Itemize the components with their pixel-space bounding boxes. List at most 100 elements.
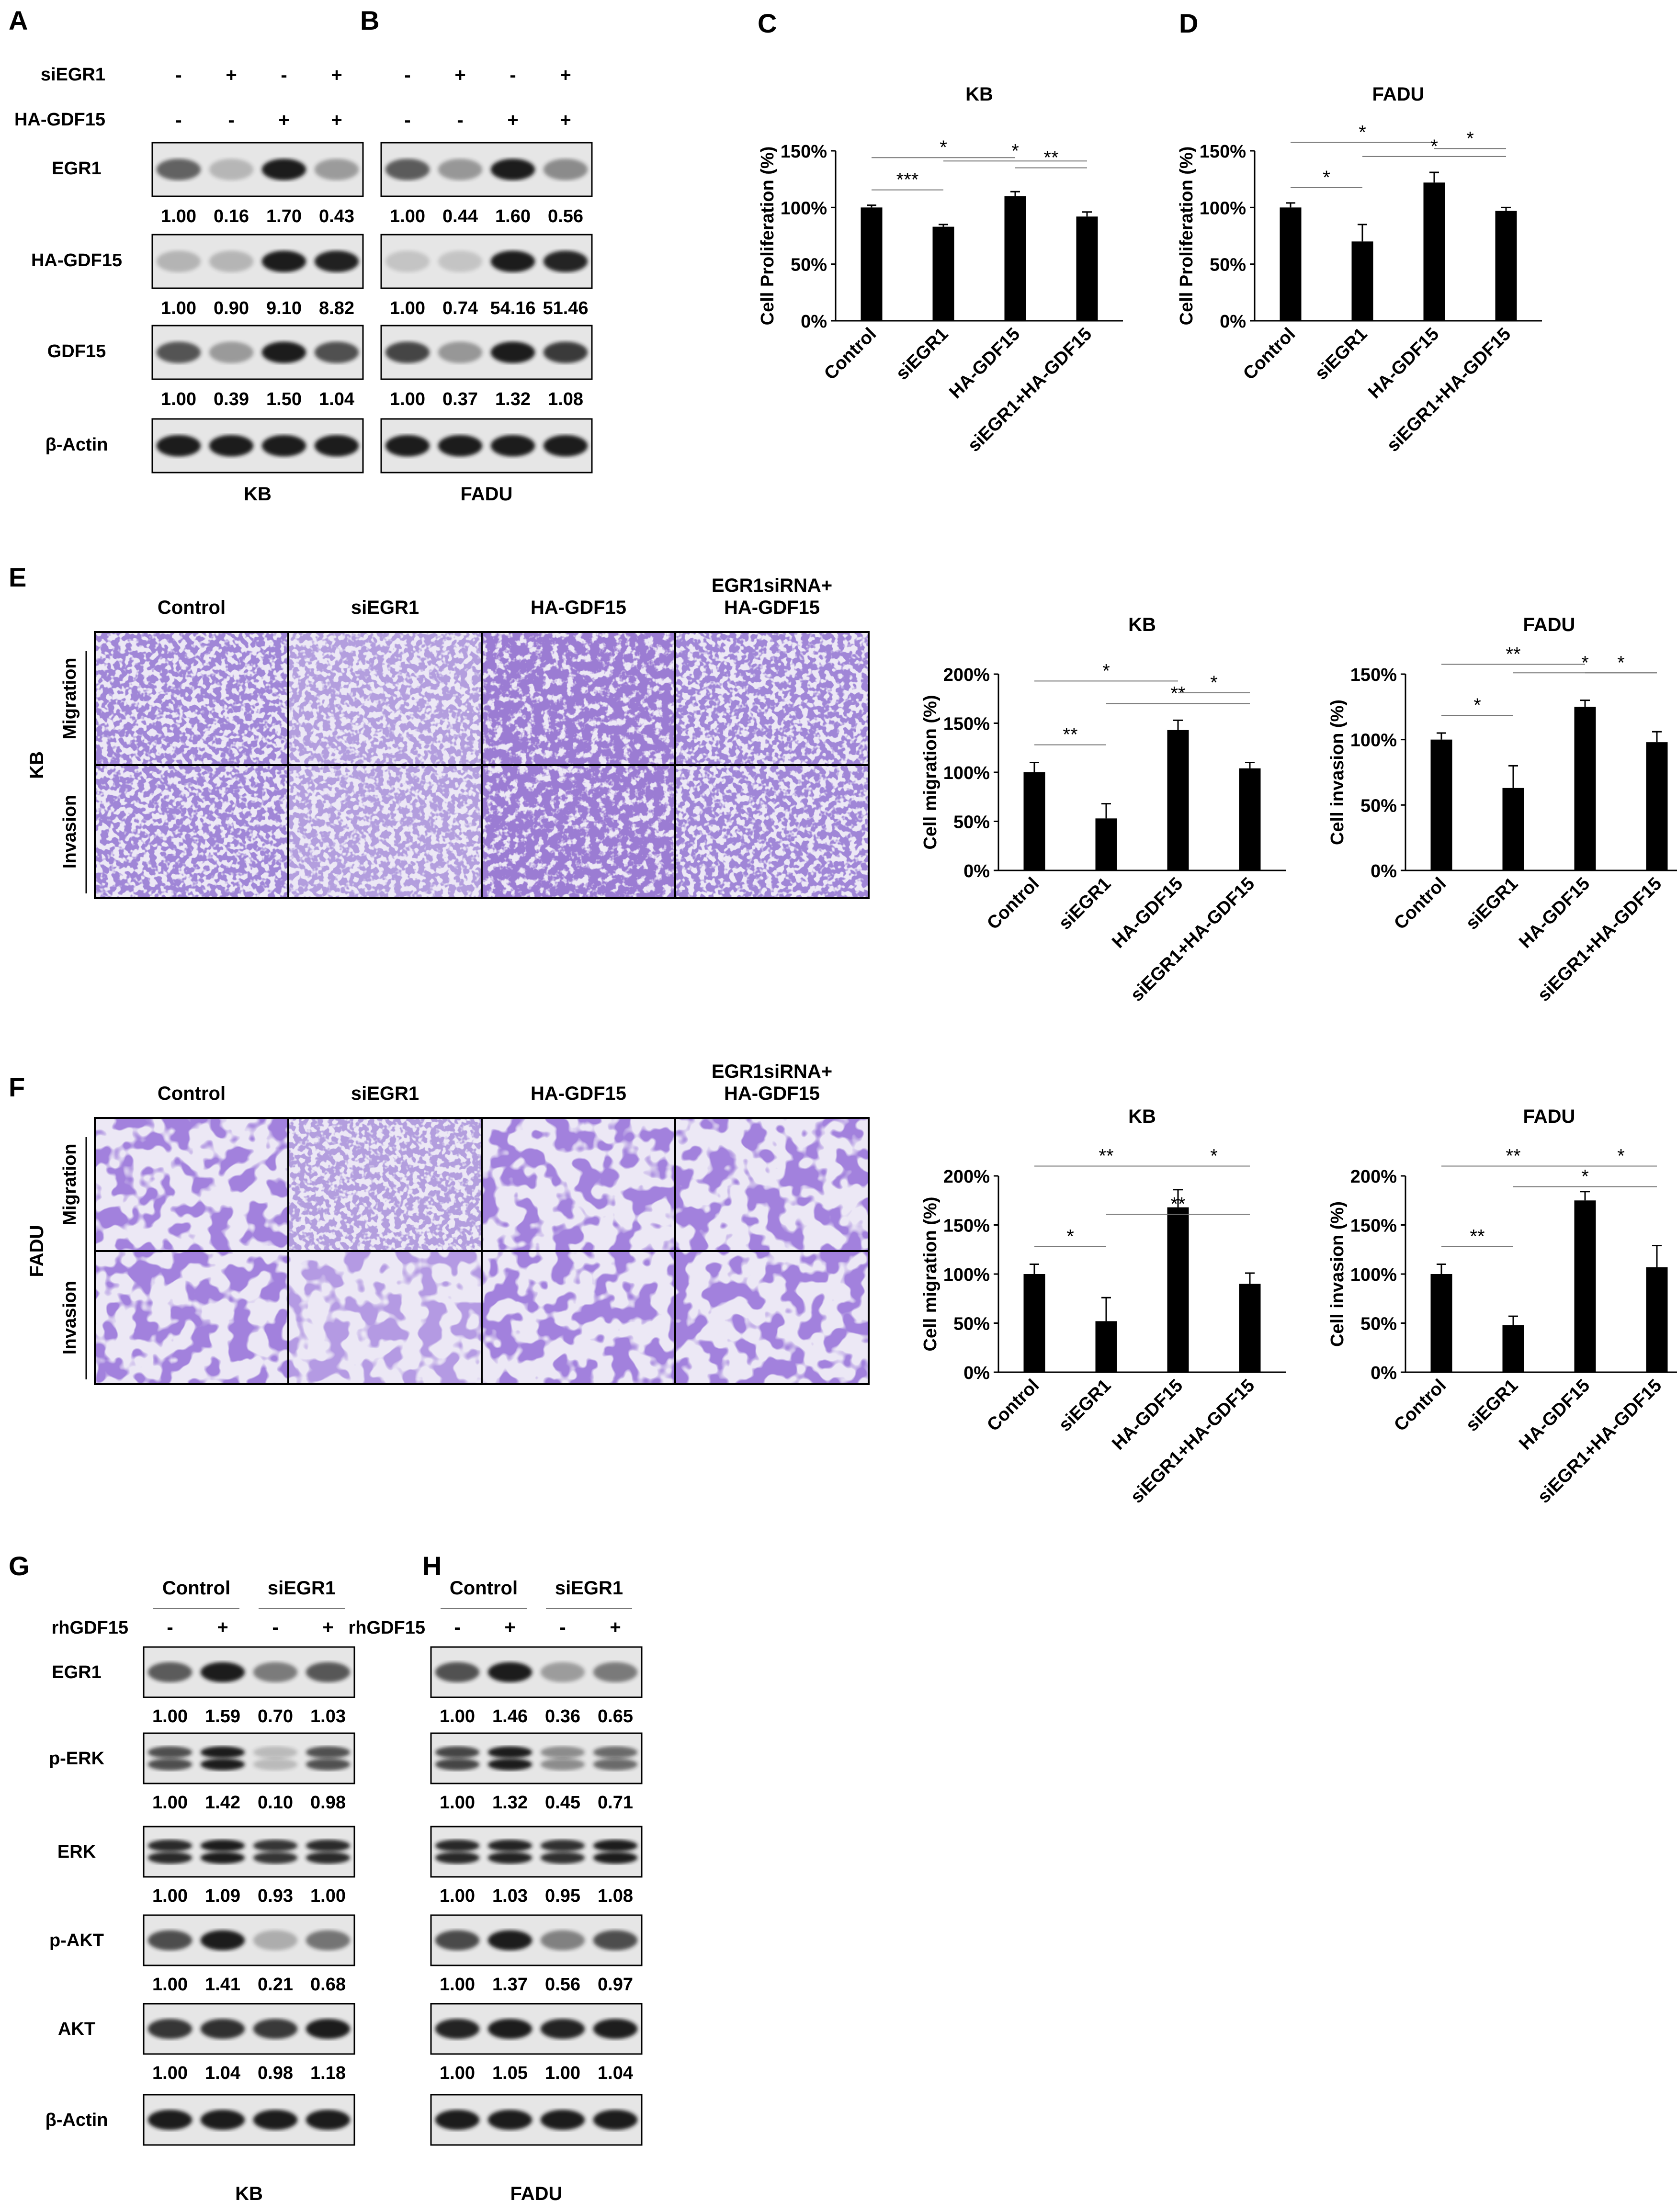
kb-blot-strip-band <box>156 158 201 181</box>
category-label: siEGR1+HA-GDF15 <box>1383 324 1515 456</box>
treatment-label-kb: rhGDF15 <box>52 1618 128 1638</box>
fadu-blot-strip-band <box>593 1851 638 1864</box>
fadu-blot-strip <box>430 2003 643 2055</box>
significance-label: * <box>1210 1146 1218 1167</box>
fadu-blot-strip-band <box>438 158 483 181</box>
kb-quant-value: 1.59 <box>205 1706 240 1727</box>
significance-label: *** <box>896 169 919 191</box>
kb-blot-strip-band <box>261 250 306 272</box>
fadu-blot-strip-band <box>438 341 483 363</box>
significance-label: * <box>1617 1146 1625 1167</box>
kb-blot-strip-band <box>253 1746 298 1759</box>
chart-d: FADU 0% 50% 100% 150%Cell Proliferation (%) C… <box>1177 84 1542 456</box>
kb-quant-value: 0.68 <box>310 1975 346 1995</box>
treatment-sign: + <box>322 1617 333 1638</box>
significance-label: * <box>1066 1226 1074 1247</box>
kb-blot-strip-band <box>306 1662 351 1682</box>
kb-blot-strip-band <box>261 158 306 181</box>
significance-label: * <box>1581 652 1589 673</box>
fadu-blot-strip <box>380 234 593 289</box>
significance-label: * <box>1210 672 1218 693</box>
chart-title: KB <box>1128 614 1156 635</box>
bar <box>1423 182 1445 321</box>
panel-letter-h: H <box>422 1551 442 1581</box>
stain-image <box>94 631 289 766</box>
category-label: Control <box>1239 324 1299 384</box>
y-tick-label: 150% <box>1350 1216 1397 1236</box>
kb-blot-strip-band <box>200 1746 245 1759</box>
y-tick-label: 150% <box>943 1216 990 1236</box>
western-blot-panels-a-b: siEGR1 HA-GDF15 - + - + - - + + - + - + - - + + EGR1 1.00 0.… <box>14 65 593 505</box>
kb-blot-strip-band <box>200 1840 245 1852</box>
fadu-blot-strip-band <box>487 1662 533 1682</box>
category-label: HA-GDF15 <box>1108 874 1187 952</box>
fadu-quant-value: 0.56 <box>545 1975 580 1995</box>
kb-blot-strip-band <box>306 1746 351 1759</box>
chart-f1: KB 0% 50% 100% 150% 200%Cell migration (%) Con… <box>920 1106 1286 1507</box>
y-tick-label: 100% <box>1350 731 1397 751</box>
y-tick-label: 50% <box>953 813 990 833</box>
bar <box>1646 742 1668 870</box>
column-header: siEGR1 <box>351 1083 419 1104</box>
fadu-blot-strip-band <box>540 1746 585 1759</box>
y-axis-label: Cell migration (%) <box>920 1196 940 1351</box>
kb-blot-strip-band <box>306 1851 351 1864</box>
y-tick-label: 200% <box>943 1167 990 1187</box>
stain-texture <box>288 1118 482 1251</box>
kb-quant-value: 0.43 <box>319 206 354 226</box>
caption-fadu: FADU <box>510 2183 563 2204</box>
kb-blot-strip-band <box>253 1758 298 1771</box>
y-tick-label: 50% <box>953 1314 990 1334</box>
chart-e2: FADU 0% 50% 100% 150%Cell invasion (%) Contro… <box>1327 614 1677 1005</box>
stain-texture <box>675 1251 869 1384</box>
stain-image <box>94 1117 289 1252</box>
fadu-quant-value: 1.08 <box>598 1886 633 1906</box>
kb-quant-value: 1.00 <box>161 298 196 318</box>
caption-fadu: FADU <box>461 484 513 505</box>
y-tick-label: 50% <box>1360 796 1397 816</box>
stain-texture <box>675 765 869 898</box>
fadu-quant-value: 0.36 <box>545 1706 580 1727</box>
sign-siegr1: - <box>404 65 410 86</box>
kb-blot-strip-band <box>209 158 254 181</box>
kb-blot-strip <box>143 1732 355 1784</box>
fadu-blot-strip-band <box>438 250 483 272</box>
category-label: siEGR1+HA-GDF15 <box>1127 874 1258 1005</box>
kb-blot-strip-band <box>314 435 359 457</box>
kb-blot-strip <box>143 2003 355 2055</box>
fadu-quant-value: 0.45 <box>545 1793 580 1813</box>
significance-label: * <box>1359 122 1366 143</box>
kb-blot-strip-band <box>200 1758 245 1771</box>
y-tick-label: 100% <box>1200 198 1246 218</box>
fadu-quant-value: 1.32 <box>495 389 531 409</box>
kb-blot-strip <box>151 234 364 289</box>
bar <box>1095 1321 1117 1372</box>
significance-label: ** <box>1170 683 1185 704</box>
transwell-images-f: Control siEGR1 HA-GDF15EGR1siRNA+HA-GDF15M… <box>26 1061 870 1385</box>
kb-blot-strip-band <box>314 250 359 272</box>
y-tick-label: 150% <box>1350 665 1397 685</box>
fadu-blot-strip-band <box>543 341 588 363</box>
fadu-blot-strip-band <box>487 2019 533 2039</box>
bar <box>1574 707 1596 870</box>
kb-blot-strip-band <box>156 435 201 457</box>
fadu-blot-strip-band <box>593 1840 638 1852</box>
category-label: siEGR1+HA-GDF15 <box>1127 1376 1258 1507</box>
y-tick-label: 50% <box>1210 255 1246 275</box>
fadu-quant-value: 1.00 <box>440 1706 475 1727</box>
sign-ha-gdf15: + <box>331 110 342 131</box>
stain-image <box>481 1117 676 1252</box>
y-tick-label: 0% <box>1220 312 1246 332</box>
y-axis-label: Cell invasion (%) <box>1327 1201 1348 1347</box>
group-label: siEGR1 <box>268 1578 336 1599</box>
fadu-blot-strip-band <box>435 1851 480 1864</box>
fadu-blot-strip-band <box>593 1662 638 1682</box>
kb-quant-value: 1.00 <box>161 206 196 226</box>
fadu-blot-strip-frame <box>430 1732 643 1784</box>
blot-label: AKT <box>58 2019 95 2039</box>
column-header: Control <box>158 1083 226 1104</box>
stain-texture <box>675 1118 869 1251</box>
fadu-quant-value: 1.00 <box>390 389 425 409</box>
transwell-images-e: Control siEGR1 HA-GDF15EGR1siRNA+HA-GDF15M… <box>26 575 870 899</box>
